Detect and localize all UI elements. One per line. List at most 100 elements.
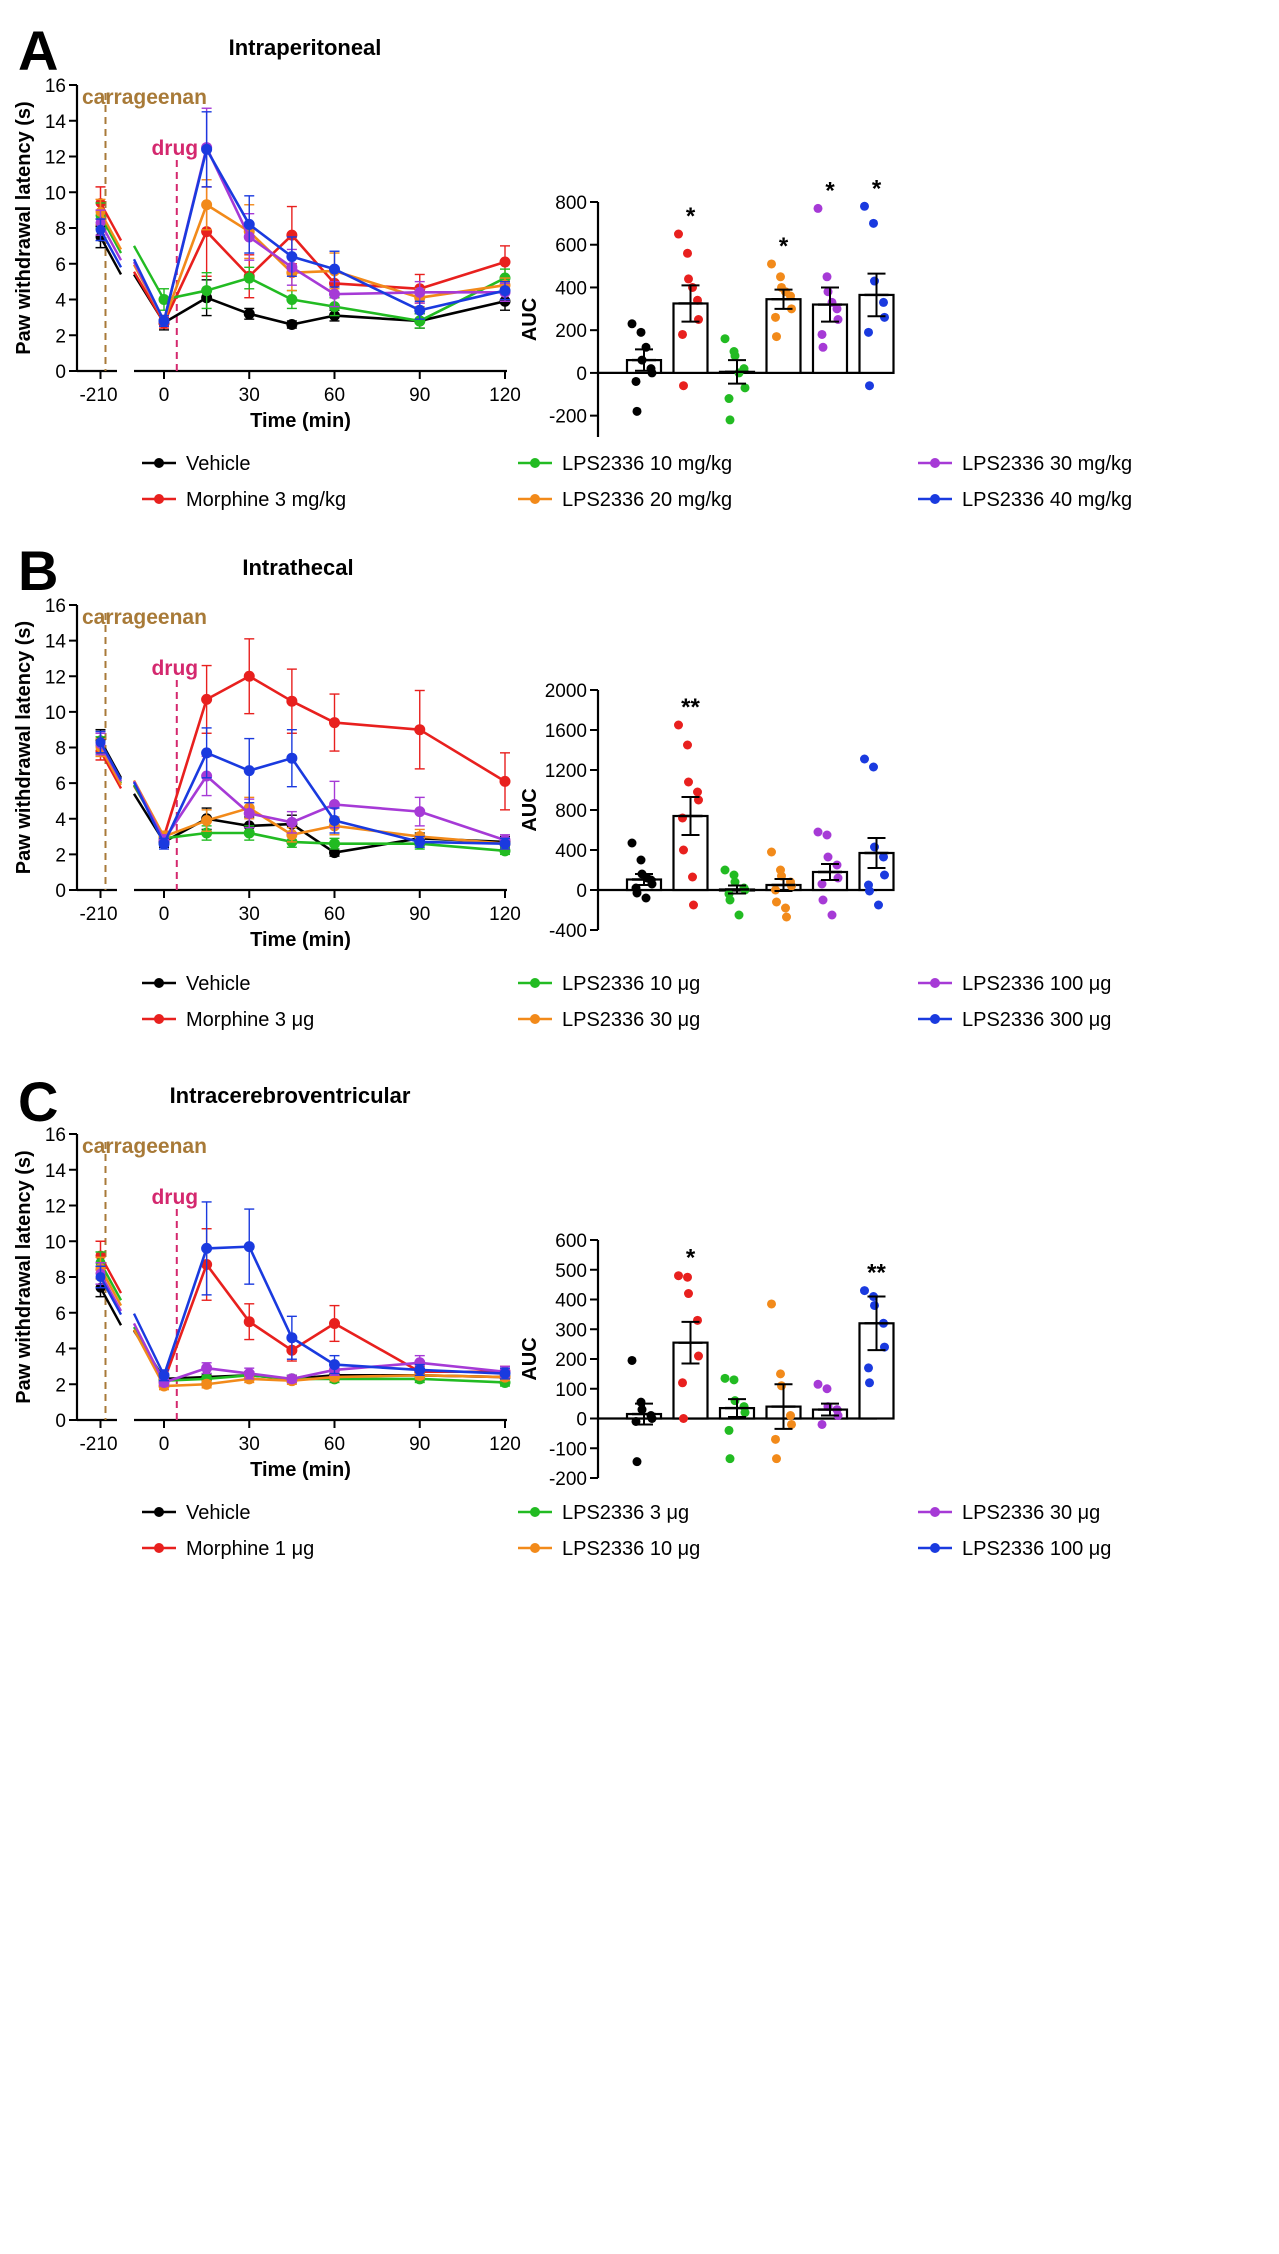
y-tick-label: 0 bbox=[55, 362, 66, 383]
significance-marker: * bbox=[825, 177, 835, 204]
baseline-trend-line bbox=[99, 746, 123, 786]
data-point bbox=[679, 1414, 688, 1423]
data-point bbox=[813, 827, 823, 837]
y-tick-label: 6 bbox=[55, 774, 66, 795]
data-point bbox=[499, 1368, 511, 1380]
panel-a-line-chart: 0 2 4 6 8 10 12 14 16 -210 0 30 60 90 120 Time (min) Paw… bbox=[13, 76, 521, 432]
data-point bbox=[329, 815, 340, 827]
y-axis-label: AUC bbox=[519, 1337, 541, 1380]
panel-b-title: Intrathecal bbox=[242, 555, 353, 580]
data-point bbox=[734, 910, 744, 920]
legend-label: LPS2336 3 μg bbox=[562, 1502, 689, 1524]
panel-a-auc-chart: -200 0 200 400 600 800 AUC * * * * bbox=[519, 175, 895, 437]
data-point bbox=[678, 329, 687, 339]
carrageenan-label: carrageenan bbox=[82, 1135, 207, 1158]
data-point bbox=[860, 754, 869, 764]
x-tick-label: -210 bbox=[79, 1434, 117, 1455]
significance-marker: * bbox=[686, 1245, 696, 1272]
y-tick-label: -100 bbox=[549, 1439, 587, 1460]
series-entry-line bbox=[132, 258, 166, 322]
series-entry-line bbox=[132, 1322, 166, 1384]
data-point bbox=[777, 1381, 786, 1391]
x-tick-label: 0 bbox=[159, 385, 170, 406]
data-point bbox=[772, 332, 781, 342]
data-point bbox=[683, 248, 692, 258]
data-point bbox=[864, 1363, 873, 1373]
significance-marker: * bbox=[779, 233, 789, 260]
data-point bbox=[641, 893, 651, 903]
y-tick-label: 14 bbox=[45, 112, 67, 133]
data-point bbox=[833, 315, 843, 324]
data-point bbox=[499, 256, 511, 268]
y-tick-label: 2 bbox=[55, 845, 66, 866]
y-tick-label: 200 bbox=[555, 1350, 587, 1371]
data-point bbox=[329, 847, 340, 859]
series-lps2336-100-g bbox=[95, 1201, 511, 1382]
data-point bbox=[243, 218, 255, 230]
data-point bbox=[674, 1271, 683, 1281]
panel-c-letter: C bbox=[18, 1070, 58, 1133]
data-point bbox=[158, 1369, 170, 1381]
legend-label: LPS2336 30 μg bbox=[962, 1502, 1100, 1524]
baseline-trend-line bbox=[99, 229, 123, 268]
legend-swatch-point bbox=[930, 978, 940, 988]
data-point bbox=[201, 747, 213, 759]
data-point bbox=[771, 312, 780, 322]
x-tick-label: 120 bbox=[489, 1434, 521, 1455]
legend-swatch-point bbox=[530, 1014, 540, 1024]
data-point bbox=[286, 319, 298, 331]
legend-label: Vehicle bbox=[186, 973, 251, 995]
x-tick-label: 60 bbox=[324, 1434, 345, 1455]
data-point bbox=[201, 827, 213, 839]
data-point bbox=[201, 815, 213, 827]
panel-c-title: Intracerebroventricular bbox=[170, 1083, 411, 1108]
data-point bbox=[201, 1362, 213, 1374]
x-tick-label: -210 bbox=[79, 385, 117, 406]
data-point bbox=[725, 895, 735, 905]
legend-label: LPS2336 30 mg/kg bbox=[962, 453, 1132, 475]
data-point bbox=[730, 351, 740, 361]
y-tick-label: 200 bbox=[555, 321, 587, 342]
legend-swatch-point bbox=[530, 494, 540, 504]
x-tick-label: 30 bbox=[239, 1434, 260, 1455]
series-entry-line bbox=[132, 245, 166, 301]
series-entry-line bbox=[132, 1313, 166, 1376]
data-point bbox=[786, 1411, 795, 1421]
y-tick-label: 400 bbox=[555, 278, 587, 299]
data-point bbox=[632, 406, 642, 416]
y-axis-label: AUC bbox=[519, 298, 541, 341]
data-point bbox=[414, 836, 426, 848]
x-axis-label: Time (min) bbox=[250, 410, 351, 432]
y-tick-label: 400 bbox=[555, 841, 587, 862]
y-tick-label: 10 bbox=[45, 1232, 66, 1253]
data-point bbox=[817, 1419, 827, 1429]
x-axis-label: Time (min) bbox=[250, 1459, 351, 1481]
x-tick-label: 30 bbox=[239, 904, 260, 925]
y-tick-label: 2 bbox=[55, 326, 66, 347]
data-point bbox=[688, 282, 697, 292]
legend-swatch-point bbox=[530, 1507, 540, 1517]
data-point bbox=[870, 842, 879, 852]
x-tick-label: 30 bbox=[239, 385, 260, 406]
baseline-trend-line bbox=[99, 741, 123, 781]
legend-label: Morphine 1 μg bbox=[186, 1538, 314, 1560]
data-point bbox=[720, 334, 730, 344]
data-point bbox=[632, 1457, 642, 1467]
data-point bbox=[693, 1315, 702, 1325]
data-point bbox=[729, 870, 739, 880]
y-tick-label: 0 bbox=[576, 364, 587, 385]
data-point bbox=[243, 807, 255, 819]
y-axis-label: Paw withdrawal latency (s) bbox=[13, 101, 35, 354]
drug-label: drug bbox=[151, 1186, 198, 1209]
data-point bbox=[776, 272, 785, 282]
y-tick-label: 16 bbox=[45, 596, 66, 617]
data-point bbox=[201, 1378, 213, 1390]
data-point bbox=[822, 1384, 832, 1394]
legend-swatch-point bbox=[154, 458, 164, 468]
significance-marker: * bbox=[872, 175, 882, 202]
data-point bbox=[678, 1378, 687, 1388]
data-point bbox=[870, 1300, 879, 1310]
data-point bbox=[683, 1272, 692, 1282]
data-point bbox=[879, 852, 888, 862]
